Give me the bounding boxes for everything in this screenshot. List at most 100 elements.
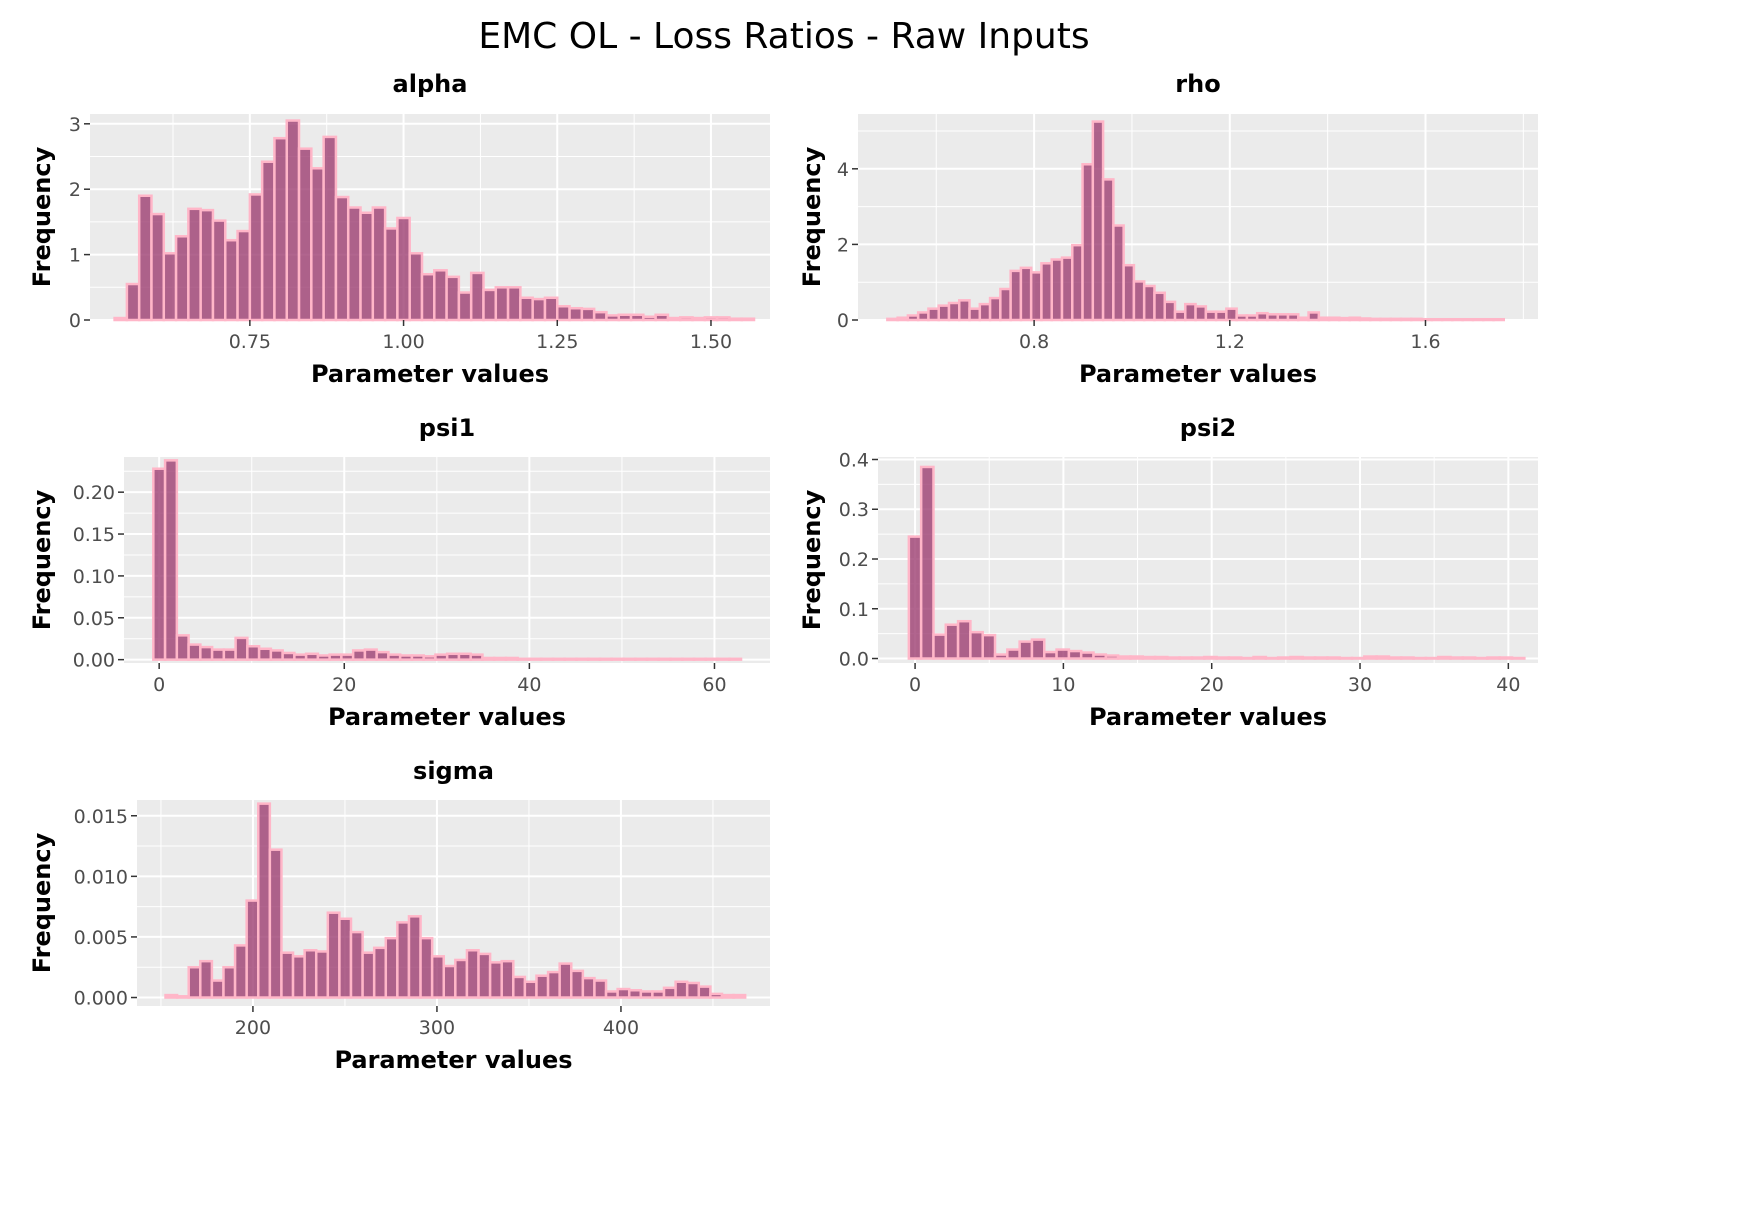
panel-2-histogram-bar [328, 653, 343, 661]
panel-3-histogram-bar [1276, 656, 1292, 660]
panel-3-x-tick-label: 0 [909, 674, 921, 696]
panel-2-histogram-bar [692, 657, 708, 661]
panel-0-y-tick-label: 2 [69, 179, 81, 201]
panel-0-histogram-bar [568, 306, 584, 322]
panel-3-histogram-bar [1092, 653, 1108, 660]
panel-1-histogram-bar [1327, 316, 1341, 322]
panel-2-histogram-bar [657, 657, 672, 661]
panel-0-histogram-bar [556, 305, 571, 322]
panel-2-histogram-bar [293, 653, 308, 661]
panel-2-histogram-bar [445, 652, 461, 661]
panel-0-histogram-bar [334, 195, 350, 322]
panel-1-histogram-bar [1245, 314, 1259, 322]
panel-1-histogram-bar [927, 307, 940, 322]
panel-0-x-tick-label: 1.25 [536, 331, 578, 353]
panel-3-histogram-bar [1486, 656, 1501, 660]
panel-2-histogram-bar [269, 649, 284, 661]
panel-2-histogram-bar [246, 645, 261, 661]
panel-4-histogram-bar [720, 993, 735, 999]
panel-0-histogram-bar [543, 296, 559, 322]
panel-1-histogram-bar [1040, 262, 1053, 322]
panel-2-x-axis-title: Parameter values [328, 703, 566, 731]
panel-1-histogram-bar [947, 301, 961, 322]
panel-0-histogram-bar [199, 208, 215, 322]
panel-0-x-axis-title: Parameter values [311, 360, 549, 388]
panel-4-histogram-bar [685, 981, 701, 999]
panel-2-histogram-bar [481, 656, 496, 661]
panel-0-histogram-bar [482, 288, 498, 322]
panel-2-histogram-bar [152, 467, 167, 661]
panel-2-histogram-bar [222, 648, 237, 661]
panel-0-histogram-bar [433, 269, 448, 322]
panel-2-histogram-bar [375, 650, 390, 661]
panel-0-histogram-bar [592, 310, 608, 322]
panel-3-histogram-bar [1190, 656, 1206, 660]
panel-0-y-tick-label: 1 [69, 245, 81, 267]
panel-0-histogram-bar [248, 193, 264, 322]
panel-0-histogram-bar [310, 167, 325, 322]
panel-2-histogram-bar [633, 657, 649, 661]
panel-1-plot-background [858, 114, 1538, 320]
panel-2-histogram-bar [563, 657, 578, 661]
panel-4-histogram-bar [570, 969, 585, 999]
panel-0-histogram-bar [629, 313, 645, 322]
panel-4-histogram-bar [477, 952, 492, 999]
panel-2-histogram-bar [728, 657, 743, 661]
panel-0-histogram-bar [457, 291, 473, 322]
panel-1-histogram-bar [1091, 120, 1105, 322]
panel-4-histogram-bar [430, 955, 445, 999]
panel-3-histogram-bar [1498, 656, 1514, 660]
panel-4-x-axis-title: Parameter values [334, 1046, 572, 1074]
panel-4-histogram-bar [616, 987, 631, 999]
panel-3-histogram-bar [981, 633, 997, 660]
panel-1-x-tick-label: 1.6 [1410, 331, 1440, 353]
panel-2-histogram-bar [669, 657, 684, 661]
panel-1-histogram-bar [958, 299, 971, 322]
panel-2-histogram-bar [645, 657, 661, 661]
panel-2-histogram-bar [681, 657, 696, 661]
panel-2-histogram-bar [434, 653, 449, 661]
panel-2-y-tick-label: 0.05 [73, 608, 115, 630]
panel-2-histogram-bar [457, 652, 472, 661]
panel-2-histogram-bar [539, 657, 555, 661]
panel-1-histogram-bar [1184, 302, 1197, 322]
panel-0-histogram-bar [187, 207, 202, 322]
panel-1-histogram-bar [1368, 317, 1382, 322]
panel-4-histogram-bar [314, 950, 330, 999]
panel-2-histogram-bar [304, 652, 320, 661]
panel-3-x-tick-label: 10 [1051, 674, 1075, 696]
panel-4-histogram-bar [291, 955, 306, 999]
panel-2-y-axis-title: Frequency [28, 489, 56, 630]
panel-0-histogram-bar [273, 136, 288, 322]
panel-1-histogram-bar [1338, 316, 1351, 322]
panel-3-histogram-bar [1424, 656, 1440, 660]
panel-4-histogram-bar [593, 979, 608, 999]
panel-3-histogram-bar [956, 619, 972, 660]
panel-4-histogram-bar [639, 990, 654, 999]
panel-2-histogram-bar [210, 648, 226, 661]
panel-3-histogram-bar [1030, 638, 1046, 660]
panel-4-histogram-bar [454, 958, 469, 999]
panel-3-histogram-bar [1387, 656, 1403, 660]
panel-1-histogram-bar [1420, 317, 1434, 322]
panel-3-group: 0 10 20 30 40 0.0 0.1 0.2 0.3 0.4 psi2 Parameter va… [798, 414, 1538, 731]
panel-4-histogram-bar [338, 917, 353, 999]
panel-0-histogram-bar [359, 211, 375, 322]
panel-0-histogram-bar [125, 282, 141, 322]
panel-4-histogram-bar [396, 921, 411, 999]
panel-3-histogram-bar [1141, 655, 1157, 660]
panel-3-histogram-bar [1006, 648, 1021, 660]
panel-0-histogram-bar [728, 317, 743, 322]
panel-3-histogram-bar [932, 633, 948, 660]
panel-4-histogram-bar [210, 979, 225, 999]
panel-2-histogram-bar [516, 657, 531, 661]
panel-1-histogram-bar [1050, 258, 1064, 322]
panel-3-histogram-bar [969, 630, 984, 660]
panel-3-histogram-bar [1375, 655, 1391, 660]
panel-3-histogram-bar [1252, 655, 1268, 660]
panel-2-histogram-bar [257, 647, 273, 661]
panel-1-histogram-bar [1276, 313, 1290, 322]
panel-3-histogram-bar [919, 465, 935, 660]
panel-3-histogram-bar [1289, 655, 1305, 660]
panel-0-histogram-bar [666, 316, 682, 322]
